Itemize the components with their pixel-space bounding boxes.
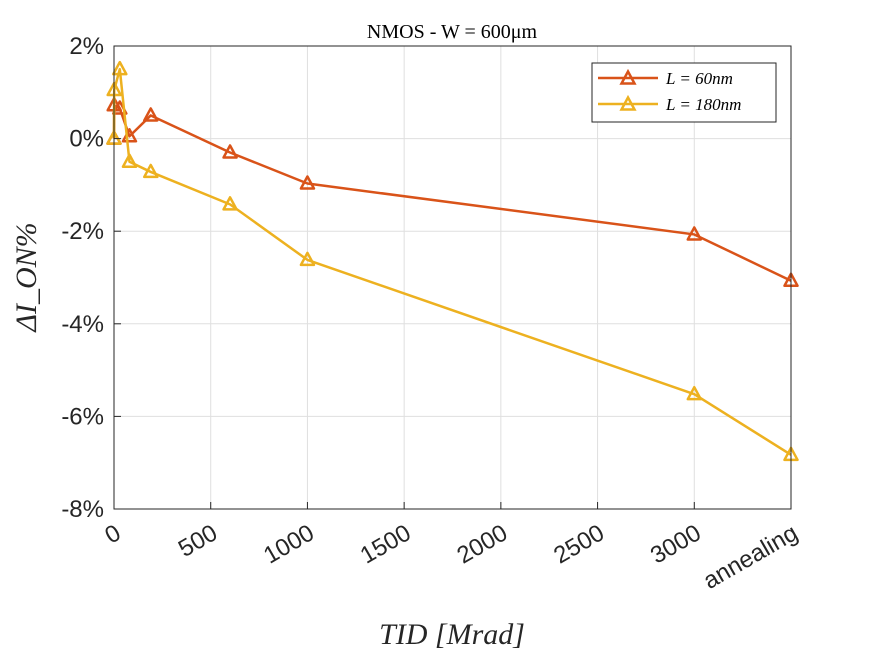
y-tick-label: -6% <box>61 403 104 430</box>
x-tick-label: 1000 <box>259 519 319 569</box>
data-point-marker <box>686 385 703 401</box>
x-tick-label: 500 <box>174 519 222 562</box>
x-tick-label: 2000 <box>453 519 513 569</box>
legend-label-l180: L = 180nm <box>665 95 741 114</box>
data-point-marker <box>686 226 703 241</box>
plot-area <box>114 46 791 509</box>
legend-label-l60: L = 60nm <box>665 69 733 88</box>
legend-marker-l60 <box>619 68 637 85</box>
y-tick-label: -4% <box>61 311 104 338</box>
legend-marker-l180 <box>619 94 637 111</box>
series-line-1 <box>112 67 792 456</box>
x-tick-label: annealing <box>699 519 803 594</box>
data-point-marker <box>143 163 159 179</box>
x-tick-label: 1500 <box>356 519 416 569</box>
y-tick-label: 2% <box>69 33 104 60</box>
x-tick-label: 2500 <box>549 519 609 569</box>
legend-box <box>591 62 777 123</box>
plot-frame <box>113 45 792 510</box>
data-point-marker <box>143 107 159 122</box>
y-tick-label: 0% <box>69 126 104 153</box>
series-layer <box>106 60 799 462</box>
legend: L = 60nm L = 180nm <box>591 62 777 123</box>
data-point-marker <box>299 251 316 267</box>
data-point-marker <box>222 144 238 159</box>
data-point-marker <box>121 153 138 168</box>
data-point-marker <box>222 196 238 211</box>
x-tick-label: 0 <box>100 519 125 549</box>
data-point-marker <box>299 175 316 190</box>
data-point-marker <box>112 60 128 76</box>
y-tick-label: -2% <box>61 218 104 245</box>
x-axis-title: TID [Mrad] <box>379 618 525 651</box>
chart-title: NMOS - W = 600μm <box>367 21 538 43</box>
y-axis-title: ΔI_ON% <box>10 222 43 332</box>
y-tick-label: -8% <box>61 496 104 523</box>
x-tick-label: 3000 <box>646 519 706 569</box>
